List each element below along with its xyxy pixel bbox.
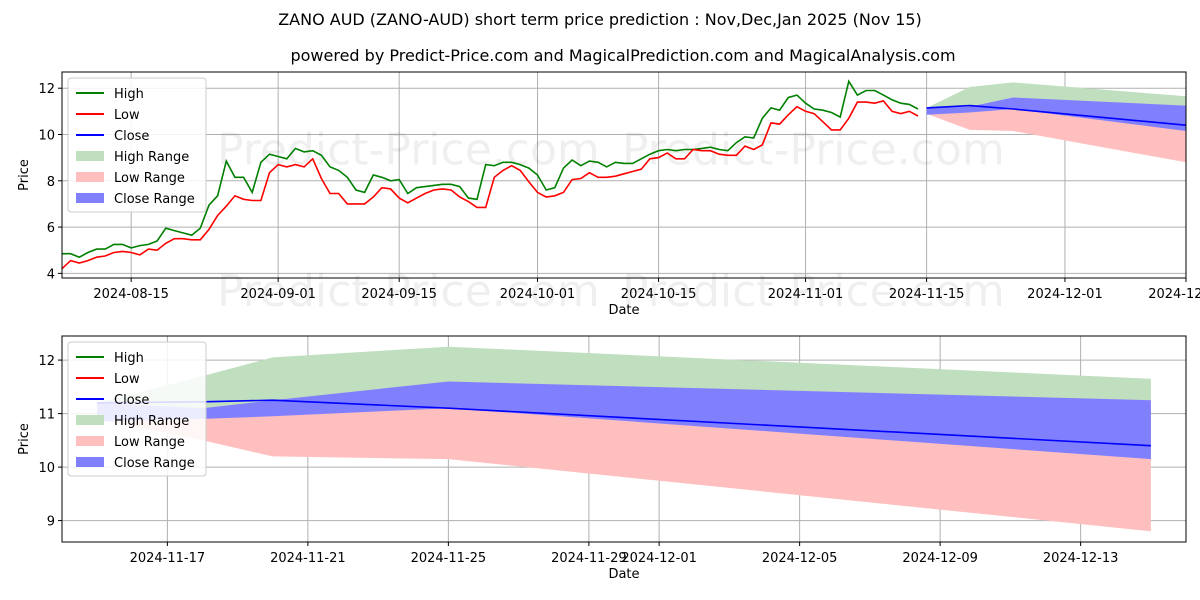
x-tick-label: 2024-11-01	[768, 287, 844, 302]
watermark-text: Predict-Price.com	[217, 266, 600, 317]
legend-patch-swatch	[76, 151, 104, 161]
legend-patch-swatch	[76, 415, 104, 425]
bottom-panel: Predict-Price.comPredict-Price.com2024-1…	[17, 335, 1187, 582]
legend-entry: Low	[114, 108, 140, 123]
y-tick-label: 8	[47, 175, 55, 190]
x-axis-label: Date	[608, 567, 639, 582]
watermark-text: Predict-Price.com	[217, 125, 600, 176]
x-tick-label: 2024-12-15	[1148, 287, 1200, 302]
chart-title: ZANO AUD (ZANO-AUD) short term price pre…	[278, 10, 922, 29]
chart-subtitle: powered by Predict-Price.com and Magical…	[290, 46, 955, 65]
legend-entry: Close	[114, 129, 149, 144]
y-axis-label: Price	[17, 159, 32, 191]
x-tick-label: 2024-12-01	[621, 551, 697, 566]
top-panel: Predict-Price.com Predict-Price.com Predic…	[17, 71, 1200, 318]
y-tick-label: 4	[47, 267, 55, 282]
legend-entry: Low Range	[114, 171, 185, 186]
close-series-line	[926, 104, 1187, 126]
axes-frame	[61, 71, 1187, 279]
legend-entry: High	[114, 87, 144, 102]
x-tick-label: 2024-11-21	[270, 551, 346, 566]
x-tick-label: 2024-12-05	[762, 551, 838, 566]
legend-entry: Close Range	[114, 192, 195, 207]
y-axis-label: Price	[17, 423, 32, 455]
legend-entry: Close Range	[114, 456, 195, 471]
watermark-text: Predict-Price.com	[622, 266, 1005, 317]
legend-entry: Low Range	[114, 435, 185, 450]
legend-entry: High Range	[114, 414, 189, 429]
x-tick-label: 2024-09-15	[361, 287, 437, 302]
legend-entry: Low	[114, 372, 140, 387]
legend-entry: High Range	[114, 150, 189, 165]
close-range-band	[97, 381, 1151, 460]
y-tick-label: 9	[47, 515, 55, 530]
legend-entry: Close	[114, 393, 149, 408]
x-tick-label: 2024-12-09	[902, 551, 978, 566]
x-tick-label: 2024-11-17	[130, 551, 206, 566]
x-tick-label: 2024-09-01	[240, 287, 316, 302]
y-tick-label: 6	[47, 221, 55, 236]
y-tick-label: 10	[38, 128, 55, 143]
legend-patch-swatch	[76, 172, 104, 182]
y-tick-label: 11	[38, 408, 55, 423]
x-tick-label: 2024-11-25	[411, 551, 487, 566]
legend-patch-swatch	[76, 436, 104, 446]
x-tick-label: 2024-08-15	[93, 287, 169, 302]
legend-entry: High	[114, 351, 144, 366]
x-tick-label: 2024-11-29	[551, 551, 627, 566]
y-tick-label: 10	[38, 461, 55, 476]
y-tick-label: 12	[38, 82, 55, 97]
legend-patch-swatch	[76, 457, 104, 467]
legend-patch-swatch	[76, 193, 104, 203]
x-tick-label: 2024-12-13	[1043, 551, 1119, 566]
x-tick-label: 2024-10-01	[500, 287, 576, 302]
axes-frame	[61, 335, 1187, 543]
close-range-band	[926, 97, 1186, 131]
low-series-line	[61, 99, 919, 270]
x-tick-label: 2024-10-15	[621, 287, 697, 302]
y-tick-label: 12	[38, 354, 55, 369]
x-tick-label: 2024-11-15	[889, 287, 965, 302]
x-axis-label: Date	[608, 303, 639, 318]
x-tick-label: 2024-12-01	[1027, 287, 1103, 302]
high-series-line	[62, 79, 919, 259]
